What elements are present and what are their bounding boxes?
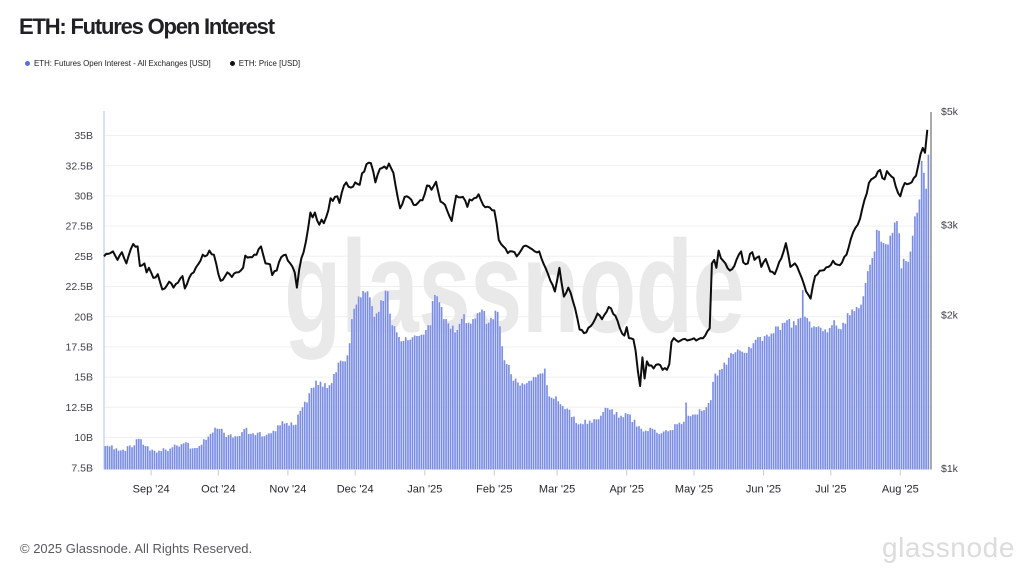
svg-text:Mar '25: Mar '25 xyxy=(539,484,575,496)
svg-text:Sep '24: Sep '24 xyxy=(133,484,170,496)
svg-text:$3k: $3k xyxy=(941,219,959,231)
svg-text:Apr '25: Apr '25 xyxy=(609,484,644,496)
svg-text:20B: 20B xyxy=(74,311,93,323)
svg-text:Oct '24: Oct '24 xyxy=(201,484,236,496)
svg-text:Feb '25: Feb '25 xyxy=(476,484,512,496)
svg-text:7.5B: 7.5B xyxy=(71,462,93,474)
svg-text:27.5B: 27.5B xyxy=(66,221,93,233)
svg-text:Jan '25: Jan '25 xyxy=(407,484,442,496)
svg-text:17.5B: 17.5B xyxy=(66,342,93,354)
svg-text:25B: 25B xyxy=(74,251,93,263)
svg-text:22.5B: 22.5B xyxy=(66,281,93,293)
svg-text:Jul '25: Jul '25 xyxy=(815,484,846,496)
svg-text:$1k: $1k xyxy=(941,463,959,475)
svg-text:$5k: $5k xyxy=(941,106,959,118)
svg-text:12.5B: 12.5B xyxy=(66,402,93,414)
svg-text:30B: 30B xyxy=(74,191,93,203)
svg-text:35B: 35B xyxy=(74,130,93,142)
svg-text:Aug '25: Aug '25 xyxy=(882,484,919,496)
svg-text:Dec '24: Dec '24 xyxy=(337,484,374,496)
svg-text:May '25: May '25 xyxy=(675,484,713,496)
svg-text:32.5B: 32.5B xyxy=(66,160,93,172)
svg-text:10B: 10B xyxy=(74,432,93,444)
svg-text:15B: 15B xyxy=(74,372,93,384)
svg-text:Jun '25: Jun '25 xyxy=(746,484,781,496)
svg-text:$2k: $2k xyxy=(941,309,959,321)
svg-text:Nov '24: Nov '24 xyxy=(269,484,306,496)
